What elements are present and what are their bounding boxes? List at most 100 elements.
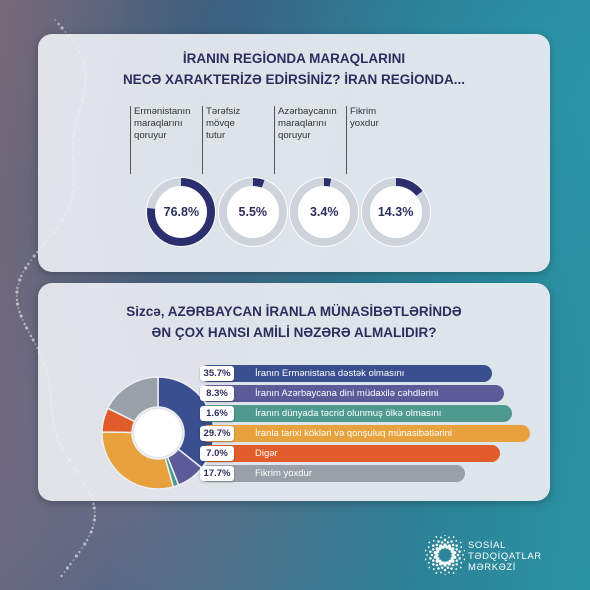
decoration-dot bbox=[19, 314, 23, 318]
logo-dot bbox=[432, 563, 435, 566]
logo-dot bbox=[435, 547, 439, 551]
logo-dot bbox=[450, 540, 453, 543]
donut-inner bbox=[228, 188, 277, 236]
logo-dot bbox=[443, 563, 447, 567]
logo-dot bbox=[438, 559, 442, 563]
legend-label: İranın Azərbaycana dini müdaxilə cəhdlər… bbox=[255, 388, 439, 399]
logo-dot bbox=[432, 540, 435, 542]
logo-dot bbox=[460, 546, 463, 549]
donut-connector-line bbox=[274, 106, 275, 174]
decoration-dot bbox=[57, 22, 60, 26]
logo-text: SOSİAL TƏDQİQATLAR MƏRKƏZİ bbox=[468, 540, 542, 573]
pie-slice-4 bbox=[101, 431, 175, 490]
donut-label-line: Tərəfsiz bbox=[206, 106, 241, 117]
legend-item-5: 7.0% Digər bbox=[200, 445, 500, 462]
logo-dot bbox=[437, 540, 440, 543]
logo-dot bbox=[435, 572, 438, 574]
logo-dot bbox=[440, 536, 442, 539]
decoration-dot bbox=[86, 538, 89, 542]
donut-inner bbox=[157, 188, 206, 236]
donut-connector-line bbox=[202, 106, 203, 174]
legend-label: İranın dünyada təcrid olunmuş ölkə olmas… bbox=[255, 408, 442, 419]
decoration-dot bbox=[15, 290, 19, 294]
logo-dot bbox=[448, 536, 450, 539]
logo-dot bbox=[455, 540, 458, 542]
decoration-dot bbox=[24, 266, 28, 270]
logo-dot bbox=[440, 541, 444, 544]
logo-dot bbox=[459, 541, 462, 544]
legend-label: Fikrim yoxdur bbox=[255, 468, 313, 479]
donut-value: 5.5% bbox=[238, 205, 268, 219]
donut-label-line: maraqlarını bbox=[278, 118, 327, 129]
logo-dot bbox=[453, 551, 457, 555]
logo-dot bbox=[447, 544, 451, 548]
legend-item-1: 35.7% İranın Ermənistana dəstək olmasını bbox=[200, 365, 492, 382]
donut-connector-line bbox=[346, 106, 347, 174]
logo-dot bbox=[435, 543, 439, 547]
donut-value: 3.4% bbox=[309, 205, 339, 219]
decoration-dot bbox=[74, 554, 79, 558]
pie-center bbox=[134, 409, 182, 457]
donut-label-line: Azərbaycanın bbox=[278, 106, 337, 117]
logo-dot bbox=[433, 551, 437, 555]
decoration-dot bbox=[16, 286, 19, 290]
logo-dot bbox=[428, 566, 431, 569]
donut-2: 5.5% bbox=[217, 176, 289, 248]
donut-label-2: Tərəfsiz mövqe tutur bbox=[206, 106, 240, 142]
donut-label-line: mövqe bbox=[206, 118, 235, 129]
legend-item-4: 29.7% İranla tarixi kökləri və qonşuluq m… bbox=[200, 425, 530, 442]
donut-1: 76.8% bbox=[145, 176, 217, 248]
logo-dot bbox=[435, 559, 439, 563]
logo-dot bbox=[460, 561, 463, 564]
logo-dot bbox=[463, 558, 465, 561]
decoration-dot bbox=[64, 31, 67, 33]
legend-item-6: 17.7% Fikrim yoxdur bbox=[200, 465, 465, 482]
legend-label: İranın Ermənistana dəstək olmasını bbox=[255, 368, 405, 379]
pie-slice-6 bbox=[106, 376, 159, 423]
logo-dot bbox=[452, 572, 455, 574]
legend-value: 17.7% bbox=[200, 466, 234, 481]
legend-value: 7.0% bbox=[200, 446, 234, 461]
donut-label-3: Azərbaycanın maraqlarını qoruyur bbox=[278, 106, 337, 142]
logo-line1: SOSİAL bbox=[468, 540, 506, 551]
decoration-dot bbox=[20, 274, 23, 278]
logo-dot bbox=[428, 541, 431, 544]
decoration-dot bbox=[30, 259, 32, 261]
logo-dot bbox=[462, 554, 464, 556]
question2-panel: Sizcə, AZƏRBAYCAN İRANLA MÜNASİBƏTLƏRİND… bbox=[38, 283, 550, 501]
logo-dot bbox=[439, 544, 443, 548]
decoration-dot bbox=[18, 278, 22, 282]
logo-dot bbox=[429, 557, 432, 560]
logo-dot bbox=[450, 556, 454, 561]
decoration-dot bbox=[92, 518, 96, 522]
donut-4: 14.3% bbox=[360, 176, 432, 248]
question1-panel: İRANIN REGİONDA MARAQLARINI NECƏ XARAKTE… bbox=[38, 34, 550, 272]
legend-value: 35.7% bbox=[200, 366, 234, 381]
decoration-dot bbox=[63, 571, 66, 573]
logo-dot bbox=[441, 561, 445, 565]
donut-inner bbox=[300, 188, 349, 236]
decoration-dot bbox=[23, 322, 26, 326]
logo-dot bbox=[441, 545, 445, 549]
decoration-dot bbox=[17, 307, 20, 309]
decoration-dot bbox=[22, 271, 25, 273]
decoration-dot bbox=[15, 298, 19, 302]
logo-dot bbox=[451, 547, 455, 551]
logo-dot bbox=[452, 536, 455, 538]
logo-dot bbox=[435, 553, 439, 557]
logo-dot bbox=[458, 557, 461, 560]
donut-inner bbox=[371, 188, 420, 236]
logo-dot bbox=[432, 544, 435, 547]
logo-dot bbox=[455, 559, 458, 562]
logo-dot bbox=[437, 567, 440, 570]
question1-title-line2: NECƏ XARAKTERİZƏ EDİRSİNİZ? İRAN REGİOND… bbox=[122, 72, 466, 87]
logo-dot bbox=[445, 545, 449, 549]
question2-title-line1: Sizcə, AZƏRBAYCAN İRANLA MÜNASİBƏTLƏRİND… bbox=[126, 304, 462, 319]
donut-value: 76.8% bbox=[163, 205, 200, 219]
donut-arc bbox=[361, 178, 430, 246]
logo-dot bbox=[447, 562, 451, 566]
logo-dot bbox=[436, 549, 440, 554]
legend-value: 8.3% bbox=[200, 386, 234, 401]
decoration-dot bbox=[65, 566, 69, 570]
logo-dot bbox=[456, 553, 460, 557]
